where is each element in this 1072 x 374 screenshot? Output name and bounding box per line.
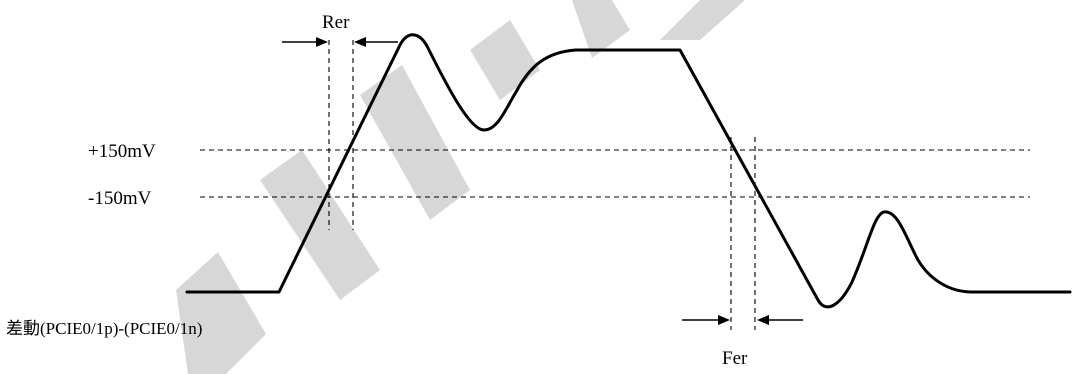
fall-time-label: Fer [722,348,748,369]
confidential-watermark [176,0,745,374]
rise-time-label: Rer [322,12,350,33]
fall-time-arrows [682,315,803,325]
signal-caption: 差動(PCIE0/1p)-(PCIE0/1n) [6,319,202,338]
upper-threshold-label: +150mV [88,141,156,162]
lower-threshold-label: -150mV [88,188,152,209]
rise-time-arrows [282,37,398,47]
differential-waveform [185,33,1072,309]
